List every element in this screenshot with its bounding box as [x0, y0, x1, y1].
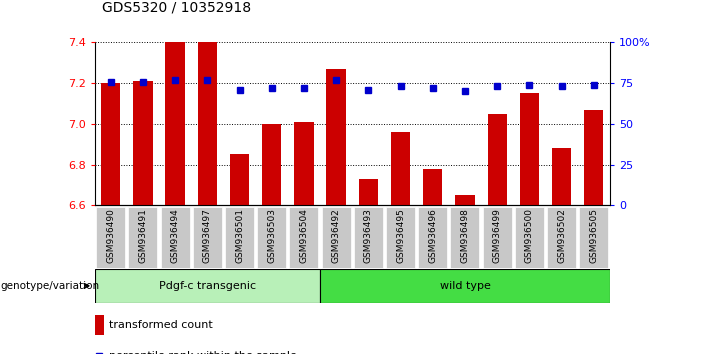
- Text: GSM936503: GSM936503: [267, 208, 276, 263]
- FancyBboxPatch shape: [95, 269, 320, 303]
- Bar: [391, 132, 410, 205]
- Text: GSM936499: GSM936499: [493, 208, 502, 263]
- Text: genotype/variation: genotype/variation: [1, 281, 100, 291]
- Bar: [423, 169, 442, 205]
- Bar: [133, 81, 153, 205]
- Text: GSM936502: GSM936502: [557, 208, 566, 263]
- Bar: [101, 83, 121, 205]
- FancyBboxPatch shape: [193, 207, 222, 268]
- Bar: [552, 148, 571, 205]
- Text: GDS5320 / 10352918: GDS5320 / 10352918: [102, 0, 251, 14]
- Text: GSM936498: GSM936498: [461, 208, 470, 263]
- FancyBboxPatch shape: [579, 207, 608, 268]
- FancyBboxPatch shape: [225, 207, 254, 268]
- Bar: [230, 154, 250, 205]
- FancyBboxPatch shape: [290, 207, 318, 268]
- Text: GSM936494: GSM936494: [170, 208, 179, 263]
- Text: percentile rank within the sample: percentile rank within the sample: [109, 351, 297, 354]
- Text: GSM936497: GSM936497: [203, 208, 212, 263]
- Bar: [262, 124, 281, 205]
- Text: GSM936495: GSM936495: [396, 208, 405, 263]
- FancyBboxPatch shape: [354, 207, 383, 268]
- Text: GSM936491: GSM936491: [138, 208, 147, 263]
- Text: GSM936504: GSM936504: [299, 208, 308, 263]
- Text: transformed count: transformed count: [109, 320, 213, 330]
- FancyBboxPatch shape: [322, 207, 350, 268]
- FancyBboxPatch shape: [483, 207, 512, 268]
- Text: GSM936496: GSM936496: [428, 208, 437, 263]
- Text: GSM936490: GSM936490: [107, 208, 115, 263]
- Text: GSM936505: GSM936505: [590, 208, 598, 263]
- Text: GSM936500: GSM936500: [525, 208, 534, 263]
- Bar: [584, 110, 604, 205]
- Bar: [165, 42, 185, 205]
- FancyBboxPatch shape: [320, 269, 610, 303]
- FancyBboxPatch shape: [418, 207, 447, 268]
- Text: GSM936493: GSM936493: [364, 208, 373, 263]
- FancyBboxPatch shape: [386, 207, 415, 268]
- FancyBboxPatch shape: [547, 207, 576, 268]
- Bar: [456, 195, 475, 205]
- Bar: [487, 114, 507, 205]
- FancyBboxPatch shape: [161, 207, 190, 268]
- FancyBboxPatch shape: [515, 207, 544, 268]
- FancyBboxPatch shape: [128, 207, 158, 268]
- FancyBboxPatch shape: [257, 207, 286, 268]
- Bar: [519, 93, 539, 205]
- Bar: [95, 315, 104, 335]
- Text: GSM936501: GSM936501: [235, 208, 244, 263]
- Text: Pdgf-c transgenic: Pdgf-c transgenic: [159, 281, 256, 291]
- Bar: [294, 122, 313, 205]
- Bar: [359, 179, 378, 205]
- Bar: [327, 69, 346, 205]
- Text: wild type: wild type: [440, 281, 491, 291]
- FancyBboxPatch shape: [451, 207, 479, 268]
- Bar: [198, 42, 217, 205]
- FancyBboxPatch shape: [96, 207, 125, 268]
- Text: GSM936492: GSM936492: [332, 208, 341, 263]
